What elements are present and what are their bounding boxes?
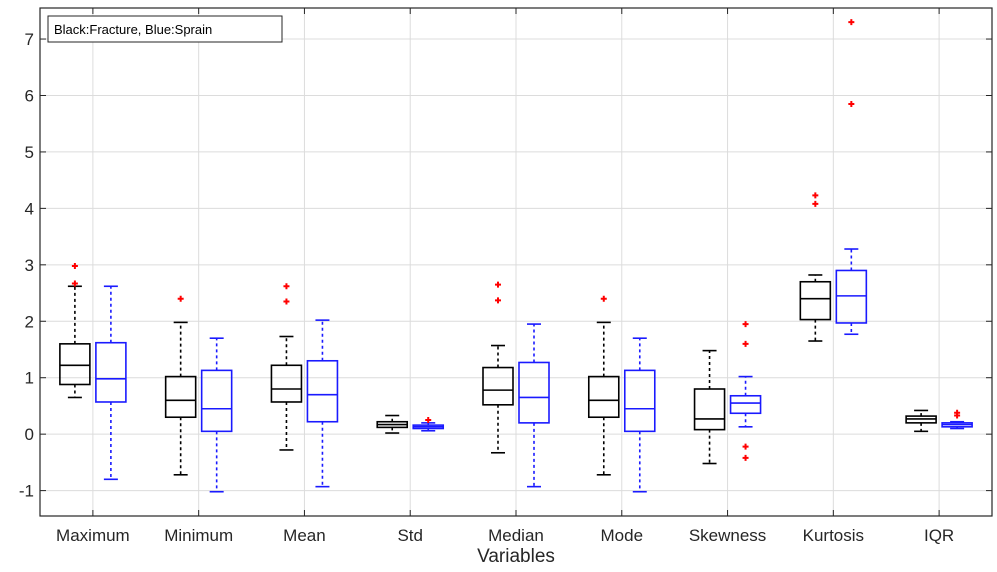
- outlier-point: [812, 200, 819, 207]
- iqr-box: [835, 269, 868, 324]
- fracture-box-minimum: [164, 295, 197, 476]
- y-tick-label: 3: [25, 256, 34, 275]
- x-tick-label: Median: [488, 526, 544, 545]
- y-tick-label: 7: [25, 30, 34, 49]
- fracture-box-iqr: [905, 409, 937, 433]
- fracture-box-mean: [270, 283, 303, 451]
- outlier-point: [283, 298, 290, 305]
- sprain-box-median: [518, 323, 550, 488]
- x-tick-label: Minimum: [164, 526, 233, 545]
- iqr-box: [623, 369, 656, 433]
- fracture-box-skewness: [693, 349, 726, 465]
- iqr-box: [59, 343, 91, 386]
- y-tick-label: 5: [25, 143, 34, 162]
- iqr-box: [306, 359, 339, 423]
- axes: -1 0 1 2 3 4 5 6 7 Maximum Minimum Mean Std Median Mod…: [19, 8, 992, 545]
- y-tick-label: 2: [25, 312, 34, 331]
- iqr-box: [587, 375, 620, 419]
- y-tick-label: 1: [25, 369, 34, 388]
- x-axis-title: Variables: [477, 546, 555, 567]
- iqr-box: [270, 364, 303, 403]
- iqr-box: [482, 366, 514, 406]
- sprain-box-std: [412, 417, 445, 432]
- x-tick-label: Maximum: [56, 526, 130, 545]
- outlier-point: [495, 281, 501, 288]
- x-tick-label: Mean: [283, 526, 326, 545]
- iqr-box: [164, 375, 197, 419]
- fracture-box-kurtosis: [799, 192, 832, 342]
- fracture-box-std: [376, 414, 409, 434]
- sprain-box-minimum: [200, 337, 233, 493]
- x-tick-label: Kurtosis: [803, 526, 864, 545]
- x-tick-label: IQR: [924, 526, 954, 545]
- outlier-point: [848, 100, 855, 107]
- fracture-box-mode: [587, 295, 620, 476]
- outlier-point: [742, 454, 749, 461]
- sprain-box-maximum: [95, 285, 127, 481]
- outlier-point: [71, 262, 78, 269]
- outlier-point: [283, 283, 290, 290]
- iqr-box: [693, 388, 726, 431]
- outlier-point: [495, 297, 501, 304]
- fracture-box-maximum: [59, 262, 91, 399]
- outlier-point: [954, 409, 961, 416]
- x-tick-label: Mode: [601, 526, 644, 545]
- outlier-point: [742, 443, 749, 450]
- outlier-point: [71, 280, 78, 287]
- iqr-box: [729, 394, 762, 415]
- x-tick-label: Skewness: [689, 526, 766, 545]
- outlier-point: [848, 19, 855, 26]
- legend-text: Black:Fracture, Blue:Sprain: [54, 22, 212, 37]
- outlier-point: [742, 321, 749, 328]
- sprain-box-iqr: [941, 409, 973, 430]
- outlier-point: [600, 295, 607, 302]
- x-tick-label: Std: [397, 526, 423, 545]
- iqr-box: [799, 280, 832, 321]
- sprain-box-mean: [306, 319, 339, 488]
- sprain-box-mode: [623, 337, 656, 493]
- iqr-box: [95, 341, 127, 403]
- y-tick-label: 6: [25, 86, 34, 105]
- legend-box: [47, 15, 283, 43]
- outlier-point: [742, 340, 749, 347]
- outlier-point: [812, 192, 819, 199]
- legend: Black:Fracture, Blue:Sprain: [47, 15, 283, 43]
- sprain-box-skewness: [729, 321, 762, 461]
- box-plots: [59, 19, 973, 493]
- outlier-point: [177, 295, 184, 302]
- y-tick-label: -1: [19, 482, 34, 501]
- fracture-box-median: [482, 281, 514, 454]
- sprain-box-kurtosis: [835, 19, 868, 336]
- outlier-point: [425, 417, 432, 424]
- y-tick-label: 4: [25, 199, 34, 218]
- iqr-box: [200, 369, 233, 433]
- y-tick-label: 0: [25, 425, 34, 444]
- iqr-box: [518, 361, 550, 424]
